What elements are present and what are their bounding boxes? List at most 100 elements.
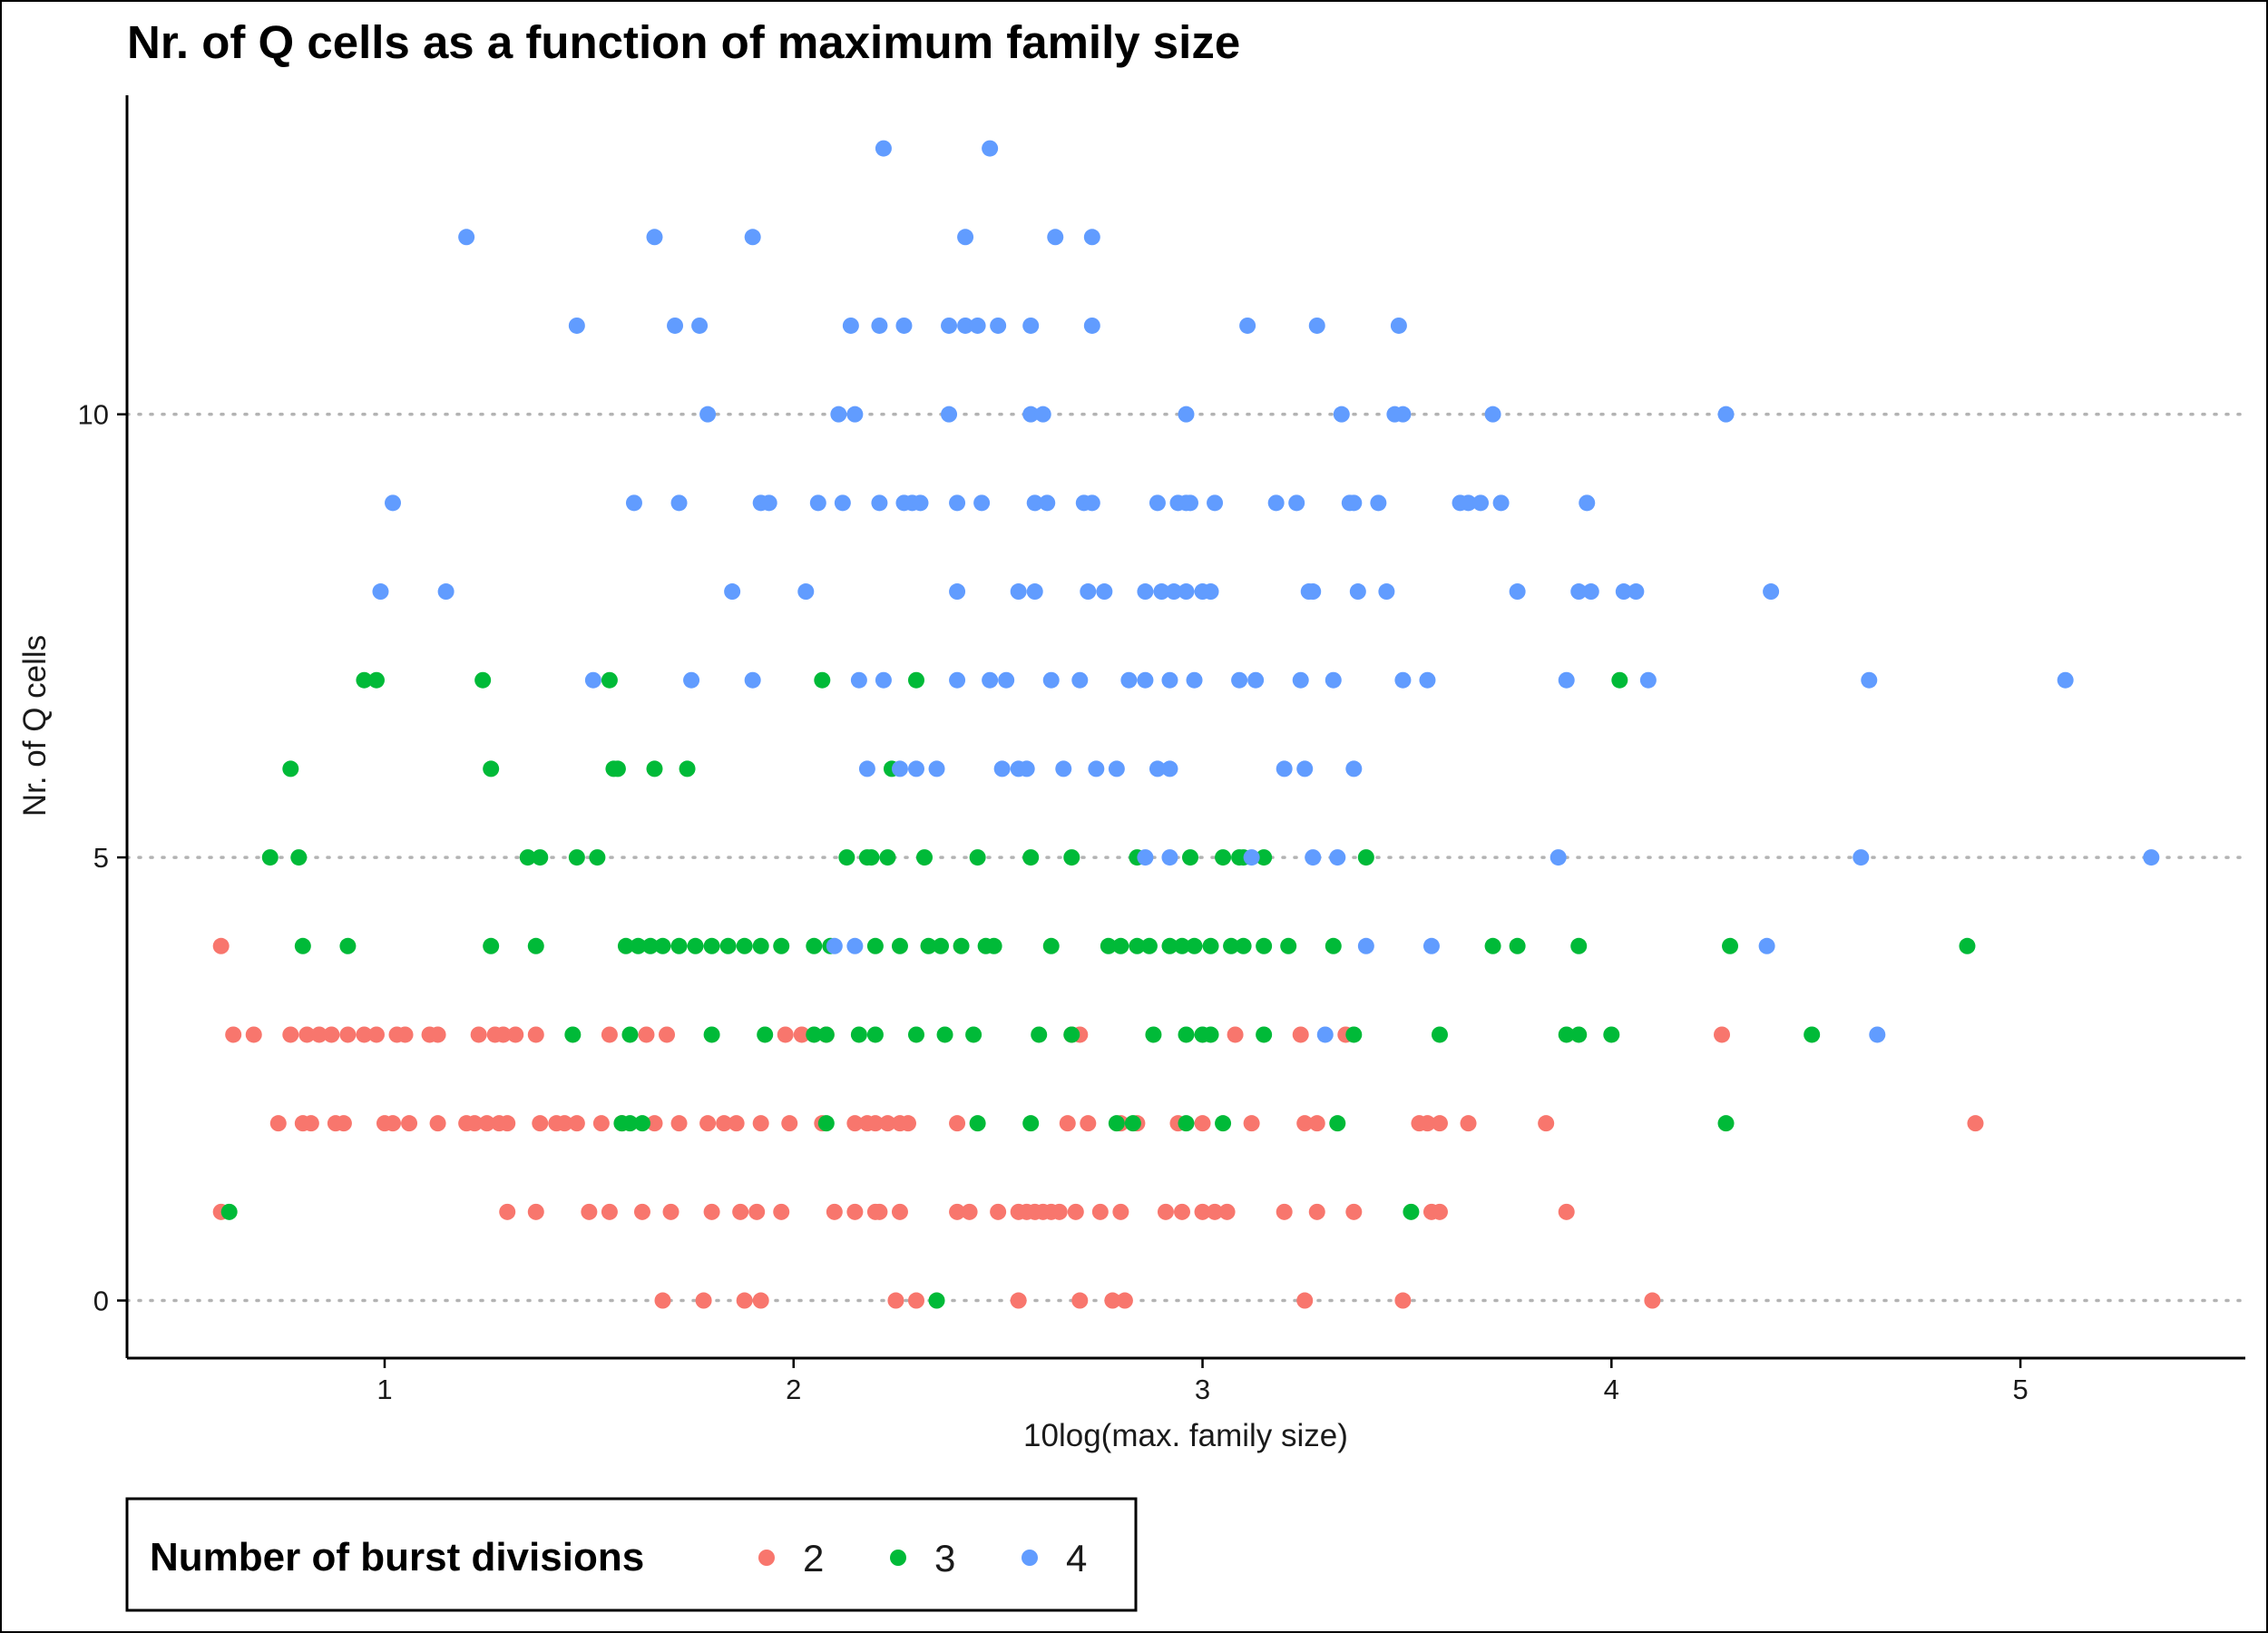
data-point [1140,937,1158,954]
data-point [1717,1115,1735,1132]
data-point [1394,1292,1412,1309]
data-point [1051,1203,1068,1220]
y-axis-ticks: 0 5 10 [78,399,127,1317]
data-point [982,671,999,689]
data-point [1145,1026,1162,1043]
data-point [367,1026,385,1043]
data-point [1063,849,1080,866]
data-point [494,1026,512,1043]
data-point [850,1026,867,1043]
data-point [1247,671,1265,689]
data-point [949,1203,966,1220]
data-point [703,937,720,954]
data-point [584,671,601,689]
data-point [617,937,634,954]
data-point [1235,937,1252,954]
data-point [1096,583,1113,601]
data-point [1722,937,1739,954]
data-point [1202,1026,1219,1043]
data-point [941,406,958,423]
data-point [1333,406,1350,423]
data-point [1639,671,1657,689]
data-point [601,671,618,689]
data-point [654,937,671,954]
data-point [933,937,950,954]
data-point [1116,1292,1133,1309]
data-point [1329,1115,1346,1132]
data-point [245,1026,262,1043]
data-point [568,317,585,334]
data-point [1088,760,1105,777]
data-point [1071,1292,1089,1309]
data-point [646,1115,663,1132]
data-point [1280,937,1297,954]
data-point [1325,937,1342,954]
data-point [699,406,717,423]
data-point [568,1115,585,1132]
data-point [1083,317,1100,334]
data-point [1243,849,1260,866]
data-point [1431,1203,1448,1220]
data-point [429,1026,446,1043]
data-point [1959,937,1976,954]
data-point [846,937,864,954]
data-point [1431,1115,1448,1132]
data-point [1153,583,1170,601]
data-point [1104,1292,1121,1309]
data-point [1509,583,1526,601]
data-point [826,937,843,954]
data-point [1129,937,1146,954]
data-point [1186,671,1203,689]
data-point [1758,937,1775,954]
x-tick-label: 2 [786,1374,801,1405]
x-axis-title: 10log(max. family size) [1023,1418,1348,1453]
data-point [310,1026,327,1043]
data-point [752,937,769,954]
data-point [532,849,549,866]
data-point [891,937,908,954]
data-point [691,317,709,334]
data-point [899,1115,916,1132]
data-point [1173,1203,1190,1220]
data-point [879,849,896,866]
data-point [1460,494,1477,512]
data-point [1267,494,1285,512]
data-point [920,937,937,954]
data-point [1022,317,1040,334]
data-point [556,1115,573,1132]
data-point [949,583,966,601]
data-point [1091,1203,1109,1220]
data-point [949,671,966,689]
data-point [662,1203,679,1220]
data-point [1484,406,1501,423]
data-point [225,1026,242,1043]
data-point [928,760,945,777]
data-point [736,937,753,954]
data-point [982,140,999,157]
data-point [638,1026,655,1043]
data-point [646,229,663,246]
data-point [1100,937,1117,954]
data-point [724,583,741,601]
data-point [838,849,855,866]
data-point [609,760,626,777]
data-point [1083,229,1100,246]
data-point [335,1115,352,1132]
data-point [1034,406,1051,423]
y-tick-label: 10 [78,399,109,431]
data-point [985,937,1002,954]
data-point [290,849,308,866]
data-point [1026,583,1043,601]
data-point [1161,849,1178,866]
data-point [728,1115,745,1132]
grid-lines [125,412,2247,1303]
data-point [1112,1203,1129,1220]
data-point [1570,583,1588,601]
data-point [973,494,991,512]
data-point [1018,760,1035,777]
data-point [990,317,1007,334]
data-point [1419,671,1436,689]
data-point [895,317,913,334]
data-point [1308,1203,1325,1220]
